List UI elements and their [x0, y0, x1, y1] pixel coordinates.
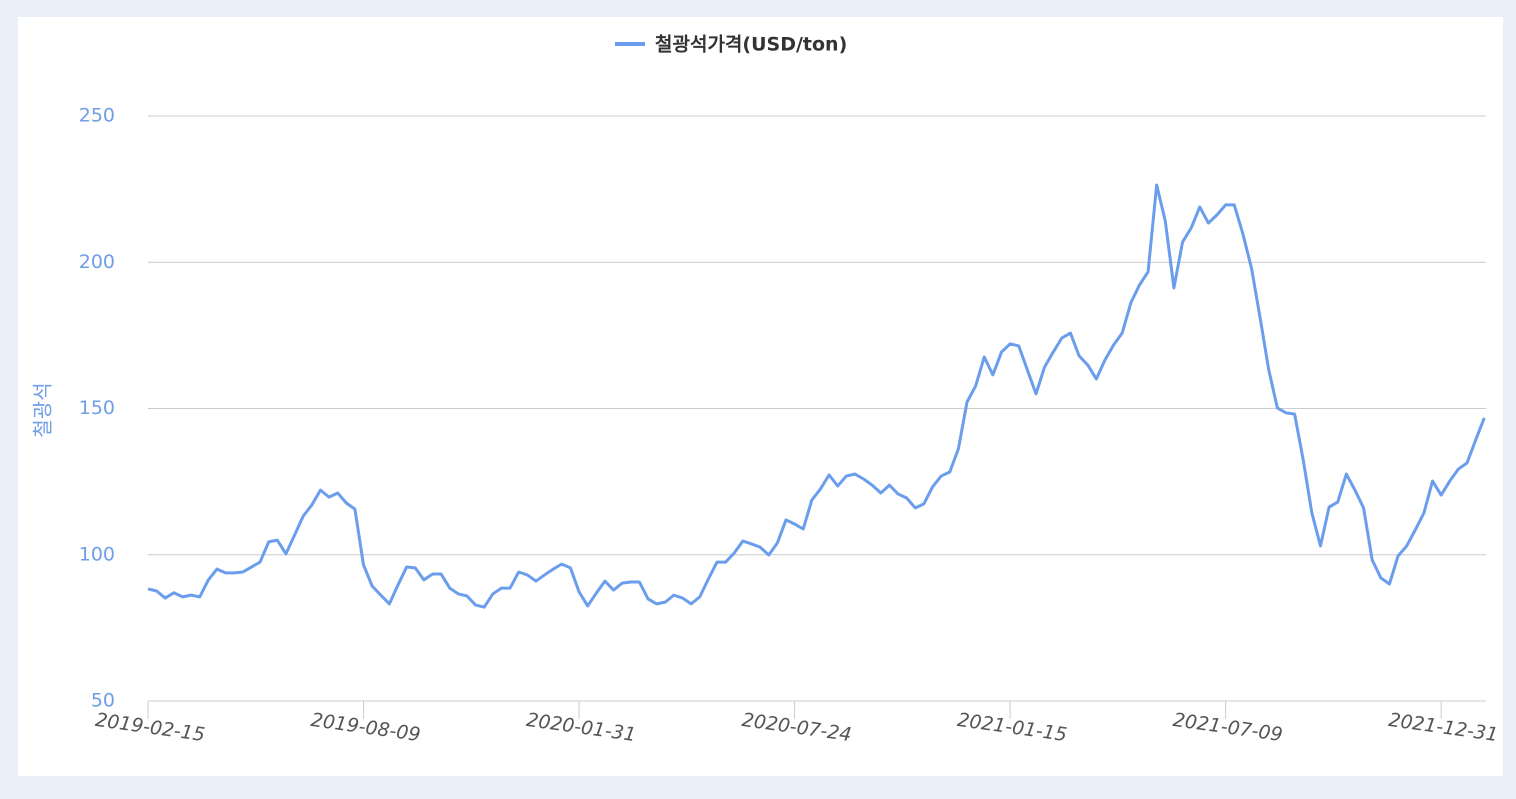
y-tick-label: 100 — [79, 543, 115, 565]
y-tick-label: 200 — [79, 251, 115, 273]
y-axis-title: 철광석 — [31, 382, 55, 437]
line — [147, 183, 1486, 609]
y-tick-label: 250 — [79, 105, 115, 127]
y-tick-label: 50 — [91, 690, 115, 712]
panel — [18, 17, 1503, 776]
y-tick-label: 150 — [79, 397, 115, 419]
legend-label: 철광석가격(USD/ton) — [655, 34, 847, 56]
